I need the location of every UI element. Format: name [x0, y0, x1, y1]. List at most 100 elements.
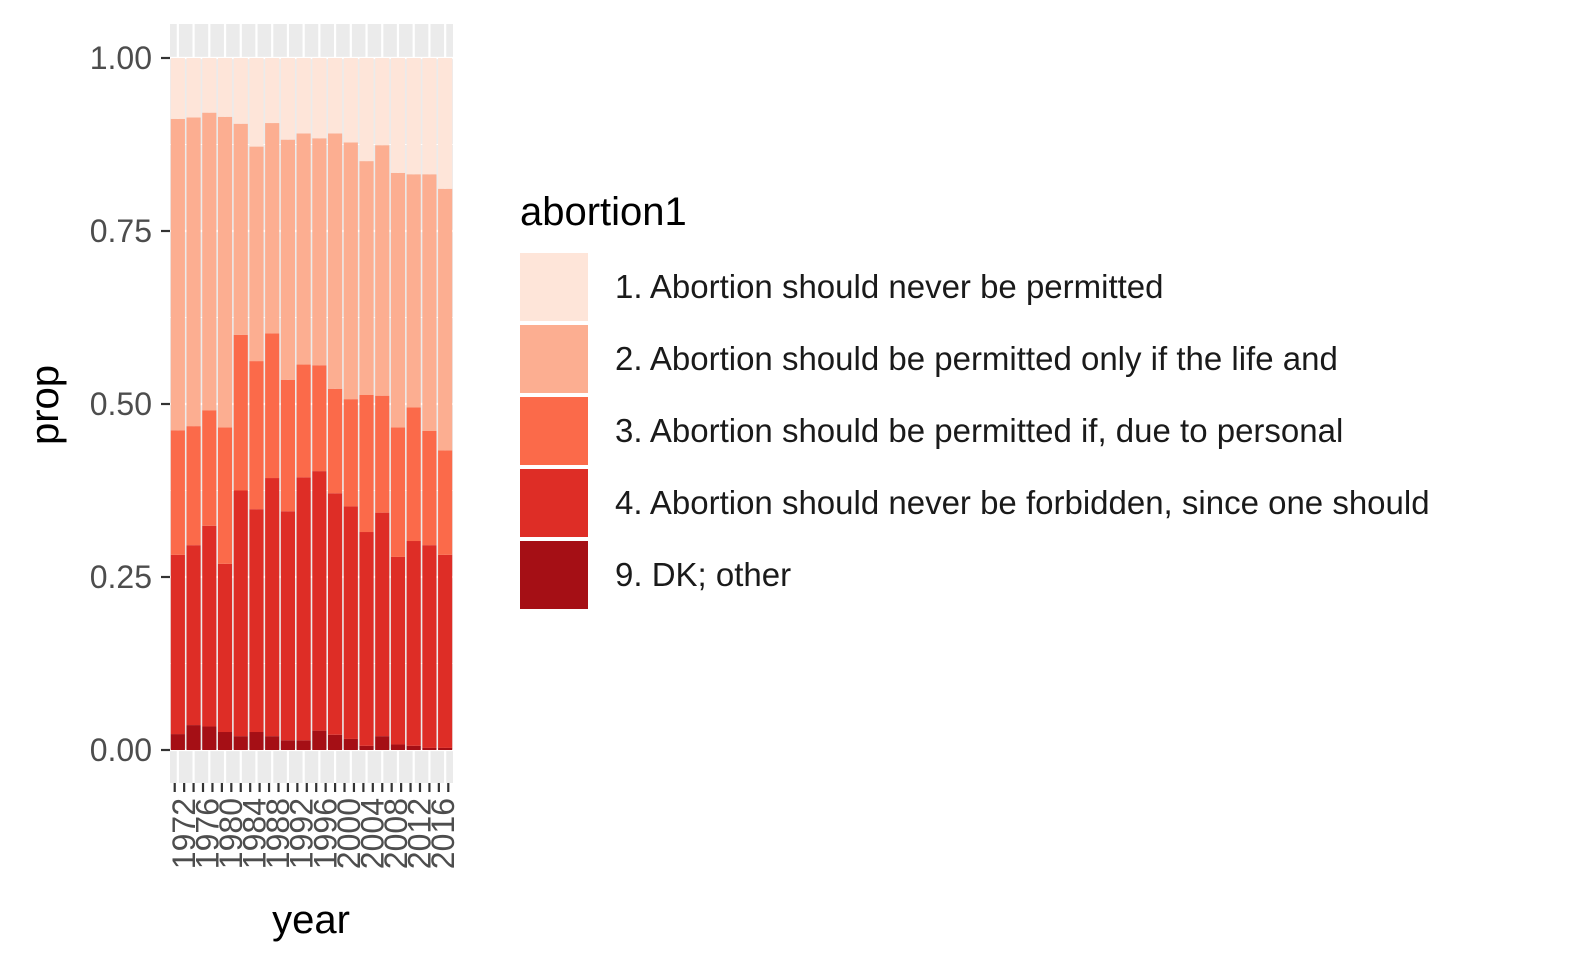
bar-segment-personal-reasons: [233, 334, 248, 491]
legend-swatch: [520, 325, 588, 393]
bar-segment-never-forbidden: [438, 554, 453, 748]
bar-segment-personal-reasons: [328, 388, 343, 494]
x-tick-label: 2012: [402, 798, 438, 869]
bar-segment-personal-reasons: [280, 379, 295, 512]
bar-segment-dk-other: [359, 745, 374, 750]
bar-segment-life-health: [343, 142, 358, 400]
bar-segment-life-health: [328, 133, 343, 389]
legend-item: 4. Abortion should never be forbidden, s…: [520, 467, 1430, 539]
bar-segment-life-health: [375, 145, 390, 396]
bar-segment-never-permitted: [202, 58, 217, 113]
bar-segment-never-forbidden: [296, 477, 311, 741]
bar-segment-never-permitted: [312, 58, 327, 139]
bar-segment-dk-other: [280, 740, 295, 750]
legend-swatch: [520, 397, 588, 465]
x-tick-label: 2004: [354, 798, 390, 869]
x-tick-label: 1996: [307, 798, 343, 869]
bar-segment-never-forbidden: [249, 509, 264, 733]
legend-item: 9. DK; other: [520, 539, 1430, 611]
bar-segment-personal-reasons: [422, 430, 437, 546]
bar-segment-personal-reasons: [359, 395, 374, 533]
bar-segment-never-permitted: [186, 58, 201, 118]
y-tick-label: 0.75: [90, 213, 152, 249]
legend-label: 9. DK; other: [615, 556, 792, 593]
bar-segment-never-permitted: [422, 58, 437, 175]
bar-segment-dk-other: [438, 747, 453, 750]
bar-segment-never-forbidden: [422, 545, 437, 748]
y-axis-title: prop: [23, 365, 67, 445]
legend: abortion1 1. Abortion should never be pe…: [520, 190, 1430, 611]
bar-segment-dk-other: [217, 732, 233, 750]
bar-segment-dk-other: [328, 734, 343, 750]
bar-segment-life-health: [202, 112, 217, 411]
bar-segment-never-permitted: [265, 58, 280, 124]
x-tick-label: 2008: [378, 798, 414, 869]
bar-segment-dk-other: [296, 740, 311, 750]
legend-items: 1. Abortion should never be permitted 2. …: [520, 251, 1430, 611]
bar-segment-personal-reasons: [249, 361, 264, 510]
bar-segment-life-health: [406, 174, 421, 408]
legend-label: 4. Abortion should never be forbidden, s…: [615, 484, 1430, 521]
y-tick-label: 0.25: [90, 559, 152, 595]
legend-label: 3. Abortion should be permitted if, due …: [615, 412, 1344, 449]
bar-segment-life-health: [312, 138, 327, 366]
y-axis: 0.00 0.25 0.50 0.75 1.00: [90, 40, 170, 768]
bar-segment-dk-other: [406, 745, 421, 750]
x-tick-label: 2016: [425, 798, 461, 869]
bar-segment-life-health: [280, 139, 295, 380]
bar-segment-dk-other: [390, 744, 406, 750]
x-tick-label: 2000: [331, 798, 367, 869]
bar-segment-life-health: [233, 123, 248, 335]
bar-segment-never-forbidden: [186, 545, 201, 726]
bar-segment-dk-other: [343, 738, 358, 750]
bar-segment-never-forbidden: [280, 511, 295, 741]
bar-segment-personal-reasons: [217, 427, 233, 564]
y-tick-label: 1.00: [90, 40, 152, 76]
bar-segment-personal-reasons: [265, 333, 280, 479]
legend-title: abortion1: [520, 190, 687, 234]
bar-segment-life-health: [265, 123, 280, 334]
bar-segment-never-forbidden: [202, 525, 217, 727]
bar-segment-personal-reasons: [202, 410, 217, 526]
legend-item: 3. Abortion should be permitted if, due …: [520, 395, 1430, 467]
bar-segment-never-permitted: [343, 58, 358, 143]
bar-segment-life-health: [170, 118, 185, 431]
legend-label: 2. Abortion should be permitted only if …: [615, 340, 1338, 377]
legend-swatch: [520, 469, 588, 537]
bar-segment-never-forbidden: [390, 556, 406, 745]
legend-item: 1. Abortion should never be permitted: [520, 251, 1430, 323]
bar-segment-never-forbidden: [265, 478, 280, 737]
x-tick-label: 1976: [189, 798, 225, 869]
bar-segment-never-forbidden: [312, 471, 327, 731]
bar-segment-never-permitted: [375, 58, 390, 146]
bar-segment-never-permitted: [359, 58, 374, 162]
x-tick-label: 1988: [260, 798, 296, 869]
x-tick-label: 1984: [237, 798, 273, 869]
y-tick-label: 0.50: [90, 386, 152, 422]
bar-segment-life-health: [422, 174, 437, 431]
bar-segment-dk-other: [375, 736, 390, 750]
bar-segment-never-permitted: [296, 58, 311, 134]
x-axis: 1972197619801984198819921996200020042008…: [166, 783, 461, 869]
bars-group: [170, 58, 453, 750]
bar-segment-never-forbidden: [375, 512, 390, 737]
bar-segment-personal-reasons: [390, 427, 406, 557]
bar-segment-never-permitted: [233, 58, 248, 124]
bar-segment-never-permitted: [438, 58, 453, 189]
legend-label: 1. Abortion should never be permitted: [615, 268, 1164, 305]
bar-segment-life-health: [186, 117, 201, 427]
bar-segment-personal-reasons: [438, 450, 453, 555]
legend-item: 2. Abortion should be permitted only if …: [520, 323, 1430, 395]
bar-segment-never-forbidden: [406, 541, 421, 746]
bar-segment-never-permitted: [390, 58, 406, 173]
bar-segment-never-permitted: [280, 58, 295, 140]
legend-swatch: [520, 253, 588, 321]
bar-segment-personal-reasons: [312, 365, 327, 472]
bar-segment-dk-other: [170, 734, 185, 750]
bar-segment-never-forbidden: [233, 490, 248, 737]
bar-segment-dk-other: [422, 747, 437, 750]
bar-segment-never-permitted: [328, 58, 343, 134]
bar-segment-life-health: [217, 116, 233, 428]
bar-segment-life-health: [390, 172, 406, 428]
bar-segment-life-health: [438, 188, 453, 451]
